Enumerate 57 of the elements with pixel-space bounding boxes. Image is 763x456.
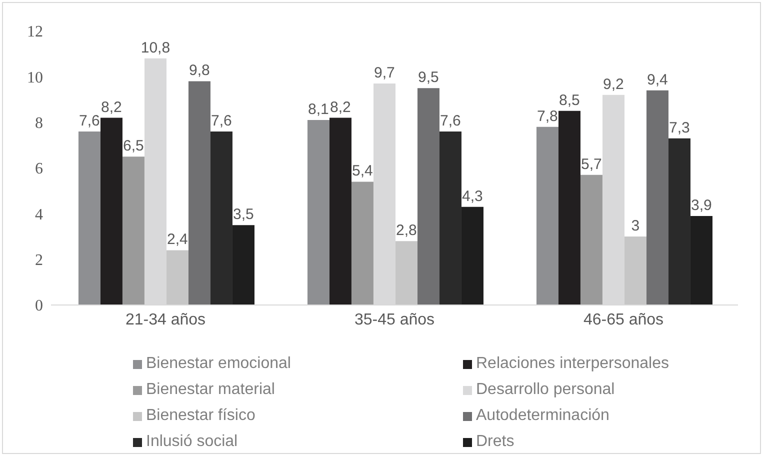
y-tick-label: 4 [35, 206, 43, 224]
bar [329, 118, 352, 305]
data-label: 8,1 [308, 101, 329, 118]
data-label: 9,2 [603, 76, 624, 93]
bar [580, 174, 602, 305]
data-label: 9,4 [647, 71, 668, 88]
data-label: 3,5 [233, 206, 254, 224]
bar [307, 120, 330, 305]
data-label: 9,7 [374, 64, 395, 82]
bar [646, 90, 668, 305]
y-tick-label: 10 [27, 69, 43, 86]
data-label: 7,3 [669, 119, 690, 136]
bar [395, 241, 418, 305]
bar [624, 236, 646, 305]
bar [100, 118, 122, 305]
legend-label: Desarrollo personal [476, 381, 615, 399]
data-label: 7,6 [211, 112, 232, 130]
legend-label: Inlusió social [146, 433, 238, 451]
bar [351, 182, 374, 305]
data-label: 3 [631, 218, 640, 234]
bar [188, 81, 210, 305]
data-label: 4,3 [462, 188, 483, 205]
y-tick-label: 12 [27, 24, 43, 41]
data-label: 6,5 [123, 138, 144, 155]
data-label: 8,5 [559, 92, 580, 109]
data-label: 5,4 [352, 162, 373, 180]
data-label: 9,8 [189, 62, 210, 80]
legend-label: Autodeterminación [476, 407, 610, 425]
data-label: 7,6 [440, 112, 461, 130]
bar [78, 131, 100, 305]
data-label: 3,9 [691, 196, 712, 214]
data-label: 8,2 [101, 98, 122, 116]
data-label: 2,8 [396, 222, 417, 240]
data-label: 9,5 [418, 69, 439, 86]
data-label: 5,7 [581, 156, 602, 173]
legend-label: Drets [476, 433, 514, 451]
data-label: 8,2 [330, 98, 351, 116]
data-label: 2,4 [167, 231, 188, 248]
y-tick-label: 8 [35, 115, 43, 132]
legend-label: Relaciones interpersonales [476, 355, 669, 373]
data-label: 10,8 [140, 39, 170, 56]
y-tick-label: 6 [35, 160, 43, 178]
bar [536, 126, 558, 305]
bar [166, 250, 188, 305]
y-tick-label: 0 [35, 298, 43, 315]
data-label: 7,8 [537, 108, 558, 125]
bar [122, 156, 144, 305]
bar [558, 110, 580, 305]
legend-label: Bienestar material [146, 381, 275, 399]
x-tick-label: 46-65 años [583, 311, 664, 328]
x-tick-label: 35-45 años [354, 311, 435, 328]
legend-label: Bienestar emocional [146, 355, 291, 373]
data-label: 7,6 [79, 112, 100, 130]
bar [417, 88, 440, 305]
legend-label: Bienestar físico [146, 407, 256, 425]
x-tick-label: 21-34 años [125, 311, 206, 328]
y-tick-label: 2 [35, 252, 43, 270]
